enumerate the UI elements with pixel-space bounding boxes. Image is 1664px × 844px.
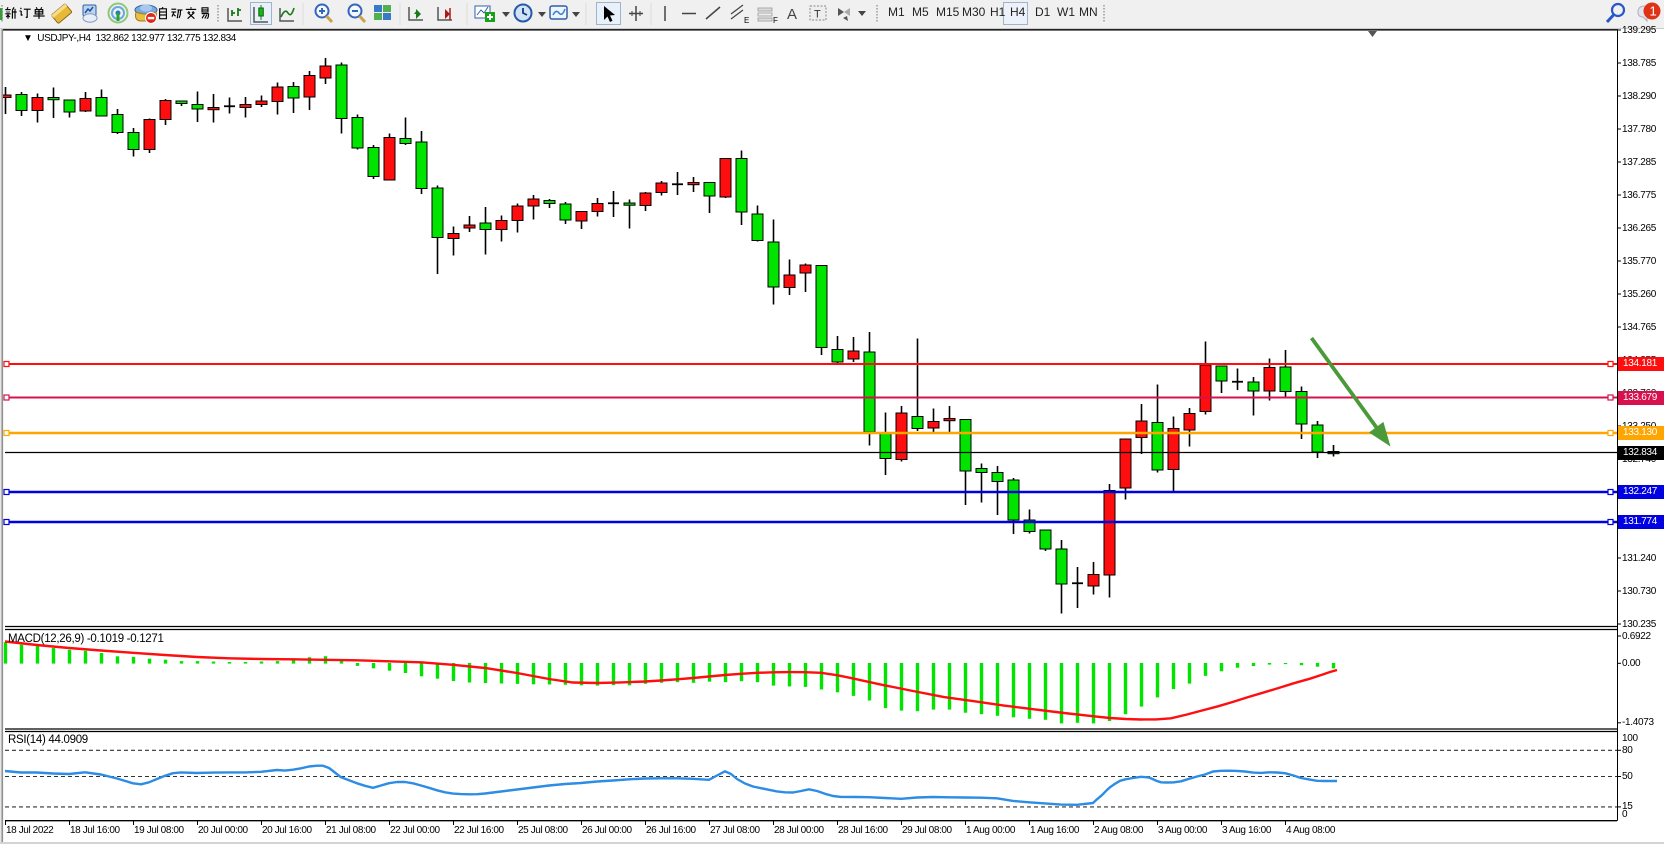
svg-text:1: 1 xyxy=(1650,4,1657,19)
svg-text:E: E xyxy=(744,16,749,25)
svg-text:F: F xyxy=(773,16,778,25)
svg-text:T: T xyxy=(814,9,821,21)
svg-text:A: A xyxy=(787,6,797,23)
